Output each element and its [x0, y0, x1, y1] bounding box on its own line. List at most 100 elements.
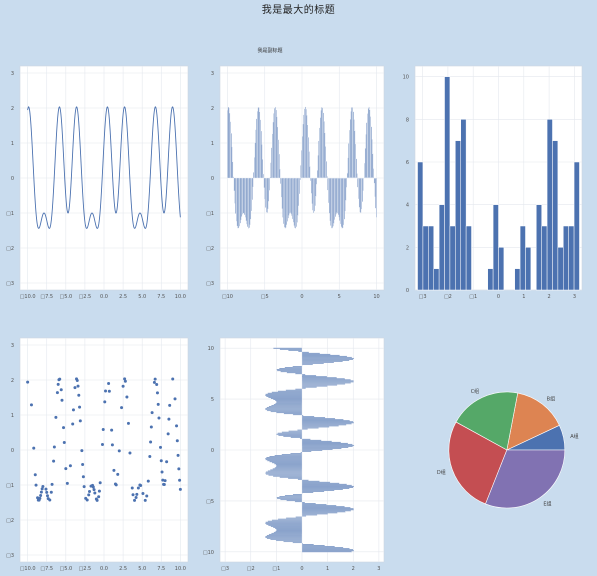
bar	[237, 177, 239, 229]
x-tick-label: □7.5	[40, 566, 53, 572]
hbar	[266, 410, 303, 412]
bar	[334, 177, 336, 221]
scatter-point	[92, 488, 96, 492]
bar	[257, 107, 259, 179]
scatter-point	[171, 377, 175, 381]
scatter-point	[104, 389, 108, 393]
hbar	[301, 355, 348, 357]
bar	[263, 177, 265, 188]
bar	[280, 177, 282, 198]
hbar	[265, 407, 303, 410]
series-line	[27, 106, 181, 229]
hbar	[272, 475, 303, 477]
bar	[253, 172, 255, 179]
scatter-point	[81, 462, 85, 466]
y-tick-label: □3	[6, 281, 14, 287]
bar	[230, 133, 232, 179]
bar	[243, 177, 245, 214]
scatter-point	[98, 481, 102, 485]
hist-bar	[557, 247, 564, 291]
hbar	[275, 530, 303, 532]
hbar	[276, 497, 303, 499]
hbar	[301, 359, 350, 362]
scatter-point	[54, 415, 58, 419]
hbar	[279, 476, 303, 478]
hbar	[301, 543, 304, 545]
pie-label: B组	[547, 396, 555, 403]
bar	[329, 177, 331, 222]
bar	[368, 106, 370, 179]
hbar	[269, 461, 303, 463]
bar	[271, 133, 273, 179]
bar	[346, 172, 348, 179]
hbar	[301, 375, 317, 377]
hbar	[265, 471, 303, 473]
pie-slice	[455, 391, 519, 451]
hist-bar	[546, 119, 553, 291]
y-tick-label: 1	[11, 141, 14, 147]
hbar	[301, 425, 339, 427]
hbar	[283, 435, 303, 437]
hbar	[301, 419, 344, 421]
hbar	[297, 429, 303, 431]
y-tick-label: □2	[206, 246, 214, 252]
hbar	[301, 417, 326, 419]
bar	[333, 177, 335, 224]
x-tick-label: □3	[419, 294, 427, 300]
scatter-point	[110, 428, 114, 432]
hbar	[301, 503, 316, 505]
hist-bar	[417, 161, 424, 291]
hbar	[269, 456, 303, 458]
bar	[347, 157, 349, 179]
y-tick-label: 10	[208, 346, 214, 352]
x-tick-label: □10.0	[20, 566, 36, 572]
hbar	[265, 394, 303, 396]
scatter-point	[26, 380, 30, 384]
bar	[330, 177, 332, 227]
scatter-point	[81, 475, 85, 479]
hbar	[301, 418, 336, 420]
hist-bar	[568, 225, 575, 291]
hbar	[301, 489, 335, 492]
hbar	[281, 454, 303, 456]
bar	[277, 126, 279, 179]
subplot-4: □10.0 □7.5 □5.0 □2.5 0.0 2.5 5.0 7.5 10.0 □3 □2 □1 0…	[6, 337, 189, 572]
y-tick-label: 1	[11, 413, 14, 419]
bar	[370, 126, 372, 179]
hbar	[301, 547, 344, 549]
hbar	[286, 372, 303, 374]
hbar	[276, 401, 303, 403]
bar	[352, 111, 354, 179]
bar	[312, 177, 314, 211]
bar	[372, 153, 374, 179]
scatter-point	[49, 490, 53, 494]
hbar	[276, 528, 303, 530]
x-tick-label: □10	[222, 294, 233, 300]
bar	[286, 177, 288, 225]
hbar	[276, 400, 303, 402]
x-tick-label: 10.0	[175, 294, 186, 300]
scatter-point	[107, 381, 111, 385]
scatter-point	[65, 481, 69, 485]
hbar	[272, 526, 303, 528]
hbar	[265, 393, 303, 395]
x-tick-label: 0	[300, 566, 303, 572]
scatter-point	[148, 455, 152, 459]
hbar	[280, 371, 303, 373]
bar	[365, 134, 367, 179]
bar	[265, 177, 267, 213]
bar	[308, 151, 310, 179]
hbar	[301, 360, 343, 363]
bar	[247, 177, 249, 228]
hbar	[268, 533, 303, 536]
bar	[262, 173, 264, 179]
bar	[286, 177, 288, 222]
bar	[326, 176, 328, 179]
bar	[364, 148, 366, 179]
scatter-point	[114, 483, 118, 487]
bar	[264, 177, 266, 200]
x-tick-label: 5.0	[138, 294, 146, 300]
scatter-point	[175, 424, 179, 428]
hbar	[301, 448, 333, 451]
